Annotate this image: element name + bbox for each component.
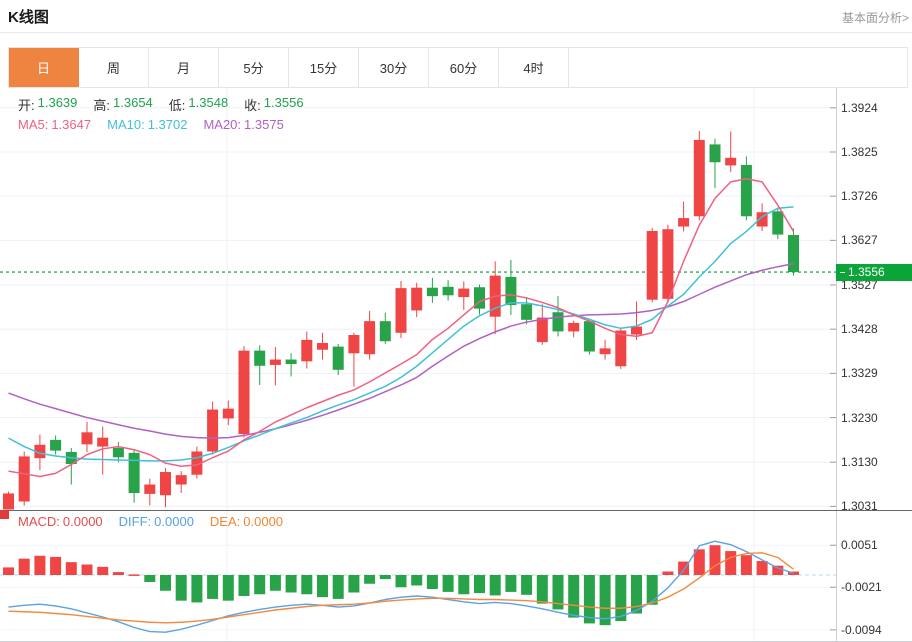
diff-value: 0.0000 bbox=[154, 514, 194, 529]
tab-period-1[interactable]: 周 bbox=[79, 48, 149, 87]
fundamental-analysis-link[interactable]: 基本面分析> bbox=[841, 11, 909, 25]
tab-period-6[interactable]: 60分 bbox=[429, 48, 499, 87]
ma-readout: MA5: 1.3647 MA10: 1.3702 MA20: 1.3575 bbox=[18, 117, 284, 132]
ma20-label: MA20: bbox=[203, 117, 242, 132]
macd-legend-marker bbox=[0, 510, 9, 519]
close-value: 1.3556 bbox=[263, 95, 304, 110]
dea-value: 0.0000 bbox=[243, 514, 284, 529]
ohlc-readout: 开: 1.3639 高: 1.3654 低: 1.3548 收: 1.3556 bbox=[18, 95, 304, 114]
header-divider bbox=[0, 32, 912, 33]
tab-period-0[interactable]: 日 bbox=[9, 48, 79, 87]
tab-period-5[interactable]: 30分 bbox=[359, 48, 429, 87]
ma5-value: 1.3647 bbox=[51, 117, 92, 132]
dea-label: DEA: bbox=[209, 514, 241, 529]
ma10-label: MA10: bbox=[107, 117, 145, 132]
ma5-label: MA5: bbox=[18, 117, 49, 132]
page-title: K线图 bbox=[8, 9, 49, 26]
high-label: 高: bbox=[93, 98, 111, 113]
ma20-value: 1.3575 bbox=[244, 117, 284, 132]
open-label: 开: bbox=[18, 98, 35, 113]
tab-period-4[interactable]: 15分 bbox=[289, 48, 359, 87]
macd-label: MACD: bbox=[18, 514, 60, 529]
macd-readout: MACD: 0.0000 DIFF: 0.0000 DEA: 0.0000 bbox=[18, 514, 283, 529]
macd-value: 0.0000 bbox=[62, 514, 103, 529]
tab-period-2[interactable]: 月 bbox=[149, 48, 219, 87]
low-label: 低: bbox=[168, 98, 186, 113]
diff-label: DIFF: bbox=[118, 514, 152, 529]
close-label: 收: bbox=[244, 98, 261, 113]
open-value: 1.3639 bbox=[37, 95, 78, 110]
period-tab-bar: 日周月 5分 15分 30分 60分 4时 bbox=[8, 47, 908, 88]
tab-period-3[interactable]: 5分 bbox=[219, 48, 289, 87]
high-value: 1.3654 bbox=[113, 95, 153, 110]
low-value: 1.3548 bbox=[188, 95, 229, 110]
tab-period-7[interactable]: 4时 bbox=[499, 48, 569, 87]
ma10-value: 1.3702 bbox=[147, 117, 188, 132]
